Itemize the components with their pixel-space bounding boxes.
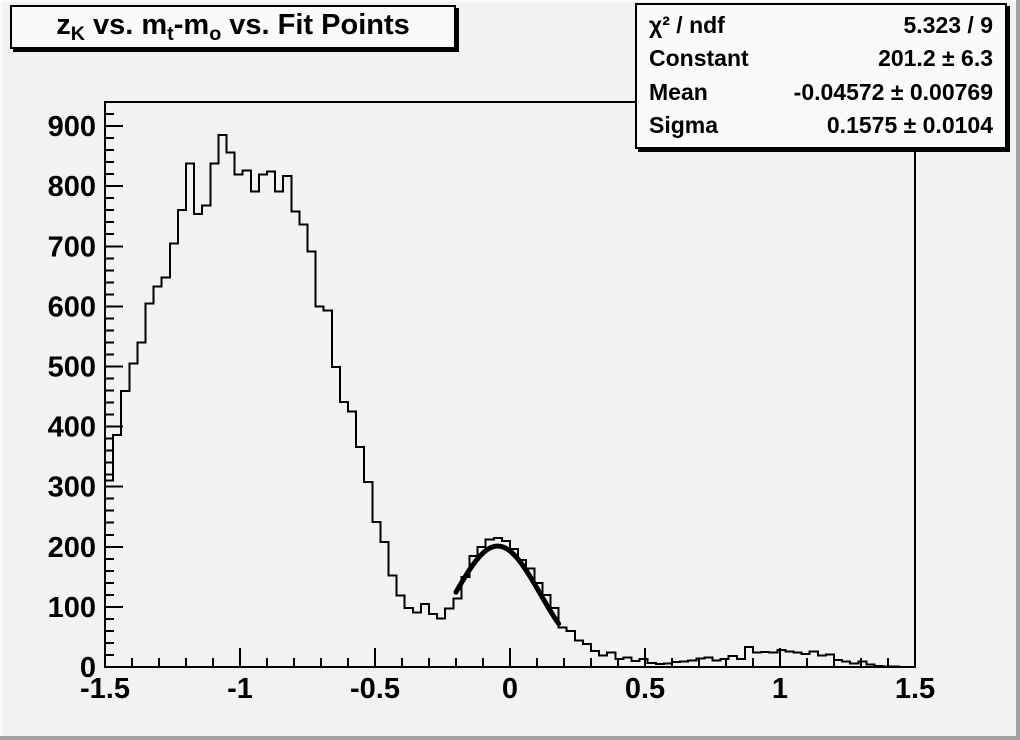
plot-frame bbox=[104, 101, 916, 668]
stat-label: Sigma bbox=[649, 112, 719, 139]
x-axis-label: 1 bbox=[772, 673, 788, 705]
y-axis-label: 0 bbox=[80, 652, 96, 684]
y-axis-label: 400 bbox=[48, 412, 96, 444]
y-axis-label: 700 bbox=[48, 231, 96, 263]
y-axis-label: 600 bbox=[48, 291, 96, 323]
x-axis-label: 0.5 bbox=[625, 673, 665, 705]
x-axis-label: 1.5 bbox=[895, 673, 935, 705]
fit-curve bbox=[453, 543, 562, 627]
x-axis-label: -1.5 bbox=[80, 673, 130, 705]
stat-label: Mean bbox=[649, 78, 708, 105]
y-axis-label: 200 bbox=[48, 532, 96, 564]
stat-value: 5.323 / 9 bbox=[903, 11, 993, 38]
stats-row-sigma: Sigma 0.1575 ± 0.0104 bbox=[637, 112, 1005, 140]
title-box: zK vs. mt-mo vs. Fit Points bbox=[10, 5, 456, 49]
stats-row-chi2: χ² / ndf 5.323 / 9 bbox=[637, 12, 1005, 40]
y-axis-label: 500 bbox=[48, 351, 96, 383]
histogram-line bbox=[104, 134, 915, 668]
x-axis-label: -0.5 bbox=[350, 673, 400, 705]
x-axis-label: -1 bbox=[227, 673, 253, 705]
y-axis-label: 100 bbox=[48, 592, 96, 624]
y-axis-label: 800 bbox=[48, 171, 96, 203]
plot-title: zK vs. mt-mo vs. Fit Points bbox=[56, 8, 410, 45]
stats-box: χ² / ndf 5.323 / 9 Constant 201.2 ± 6.3 … bbox=[635, 3, 1007, 149]
stat-value: 0.1575 ± 0.0104 bbox=[826, 112, 993, 139]
stat-label: χ² / ndf bbox=[649, 11, 725, 38]
stat-label: Constant bbox=[649, 45, 749, 72]
stats-row-mean: Mean -0.04572 ± 0.00769 bbox=[637, 79, 1005, 107]
stat-value: 201.2 ± 6.3 bbox=[878, 45, 993, 72]
y-axis-label: 900 bbox=[48, 111, 96, 143]
stat-value: -0.04572 ± 0.00769 bbox=[793, 78, 993, 105]
x-axis-label: 0 bbox=[502, 673, 518, 705]
y-axis-label: 300 bbox=[48, 472, 96, 504]
stats-row-constant: Constant 201.2 ± 6.3 bbox=[637, 45, 1005, 73]
